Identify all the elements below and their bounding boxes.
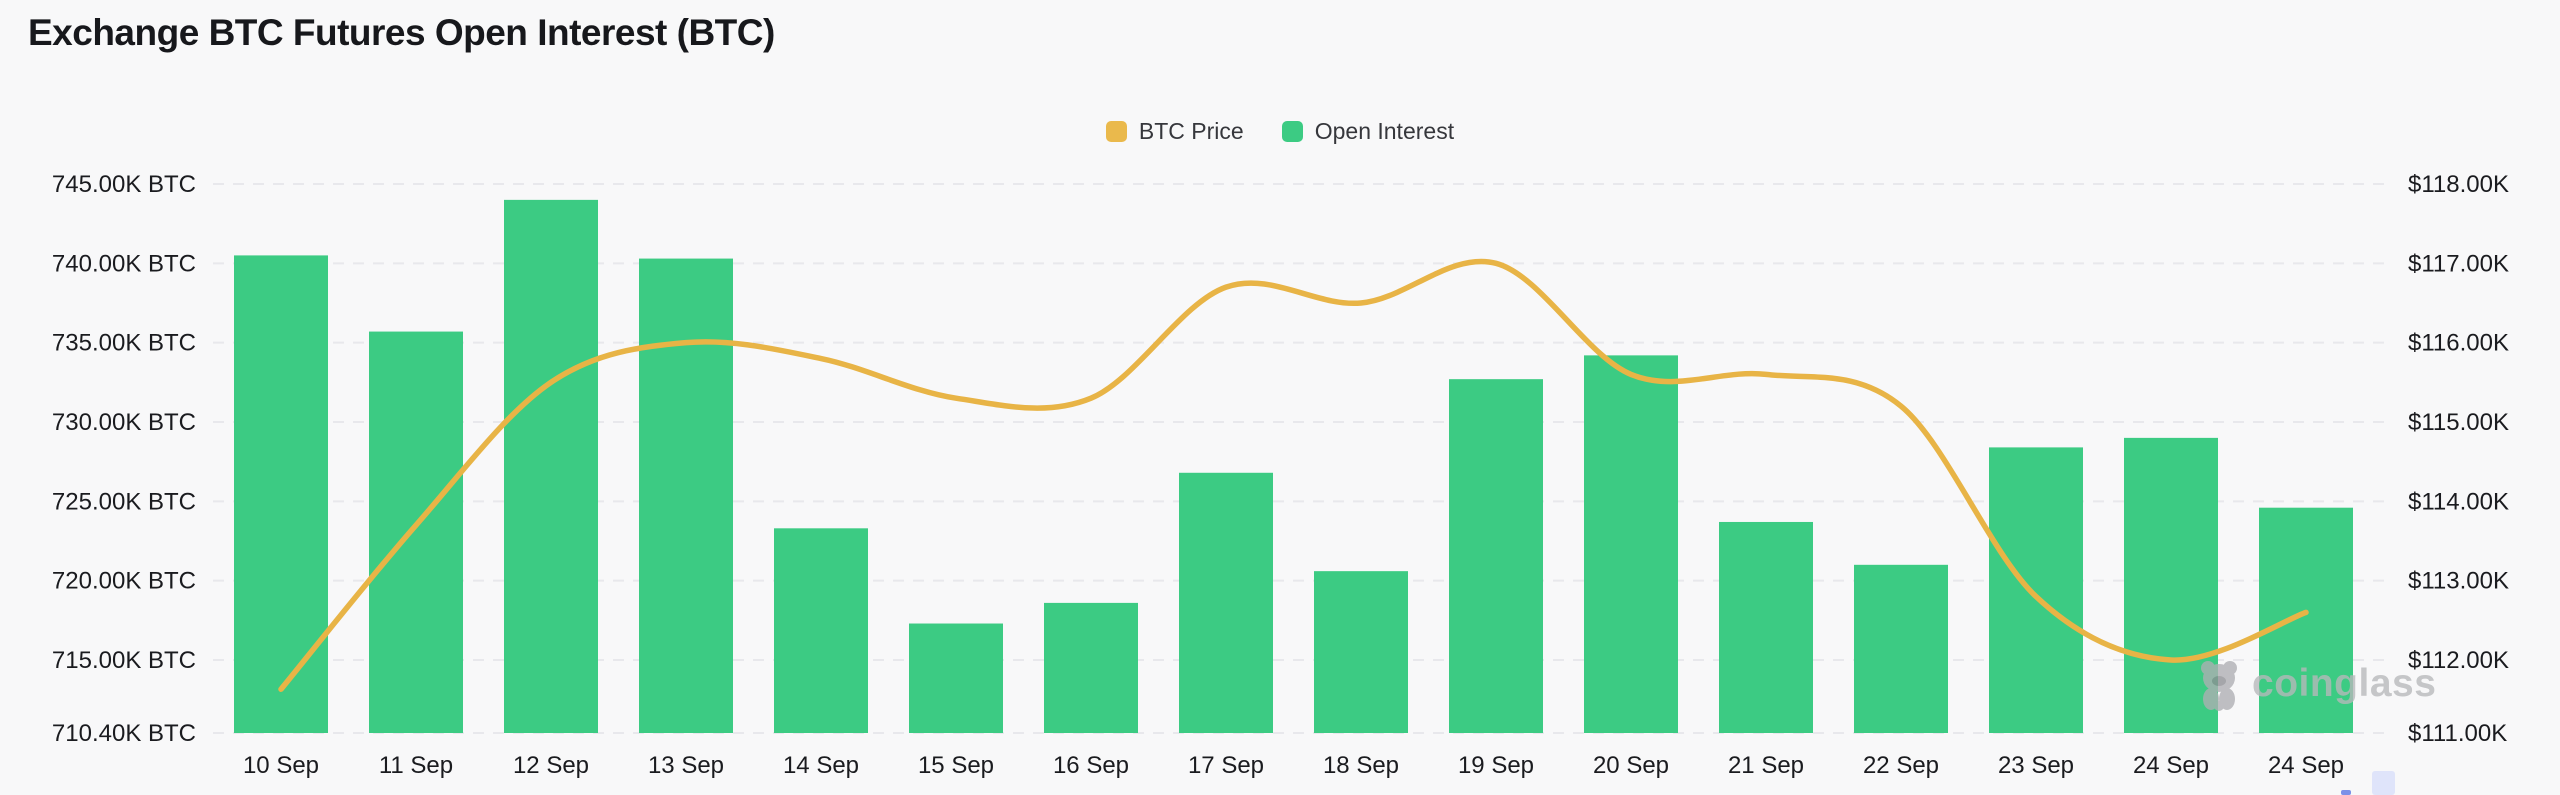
ui-fragment-tick (2341, 790, 2351, 795)
x-axis-label-15: 24 Sep (2268, 752, 2344, 779)
y-axis-right-label-1: $117.00K (2408, 250, 2509, 277)
ui-fragment (2372, 771, 2395, 795)
y-axis-right-label-3: $115.00K (2408, 409, 2509, 436)
btc-price-line[interactable] (278, 258, 2309, 692)
bar-21-sep-11[interactable] (1719, 521, 1813, 733)
bar-24-sep-14[interactable] (2124, 437, 2218, 733)
y-axis-right-label-7: $111.00K (2408, 720, 2507, 747)
x-axis-label-11: 21 Sep (1728, 752, 1804, 779)
x-axis-label-9: 19 Sep (1458, 752, 1534, 779)
bar-17-sep-7[interactable] (1179, 472, 1273, 733)
x-axis-label-12: 22 Sep (1863, 752, 1939, 779)
chart-legend: BTC Price Open Interest (0, 118, 2560, 145)
bar-23-sep-13[interactable] (1989, 447, 2083, 733)
bar-24-sep-15[interactable] (2259, 507, 2353, 733)
y-axis-right-label-4: $114.00K (2408, 488, 2509, 515)
legend-label-open-interest: Open Interest (1314, 118, 1455, 144)
bar-15-sep-5[interactable] (909, 623, 1003, 733)
y-axis-left-label-2: 735.00K BTC (52, 330, 196, 357)
bar-20-sep-10[interactable] (1584, 355, 1678, 733)
bar-13-sep-3[interactable] (639, 258, 733, 733)
y-axis-left-label-6: 715.00K BTC (52, 647, 196, 674)
bar-10-sep-0[interactable] (234, 255, 328, 733)
x-axis-label-0: 10 Sep (243, 752, 319, 779)
legend-item-open-interest[interactable]: Open Interest (1281, 118, 1455, 145)
bar-19-sep-9[interactable] (1449, 379, 1543, 733)
bar-12-sep-2[interactable] (504, 199, 598, 733)
y-axis-left-label-4: 725.00K BTC (52, 488, 196, 515)
y-axis-right-label-6: $112.00K (2408, 647, 2509, 674)
x-axis-label-8: 18 Sep (1323, 752, 1399, 779)
x-axis-label-3: 13 Sep (648, 752, 724, 779)
y-axis-left-label-5: 720.00K BTC (52, 568, 196, 595)
x-axis-label-13: 23 Sep (1998, 752, 2074, 779)
y-axis-left-label-1: 740.00K BTC (52, 250, 196, 277)
x-axis-label-7: 17 Sep (1188, 752, 1264, 779)
y-axis-right-label-2: $116.00K (2408, 330, 2509, 357)
x-axis-label-2: 12 Sep (513, 752, 589, 779)
y-axis-left-label-0: 745.00K BTC (52, 171, 196, 198)
y-axis-left-label-7: 710.40K BTC (52, 720, 196, 747)
btc-price-swatch (1105, 121, 1127, 142)
y-axis-left-label-3: 730.00K BTC (52, 409, 196, 436)
x-axis-label-14: 24 Sep (2133, 752, 2209, 779)
page-title: Exchange BTC Futures Open Interest (BTC) (28, 12, 775, 53)
bar-16-sep-6[interactable] (1044, 602, 1138, 733)
x-axis-label-6: 16 Sep (1053, 752, 1129, 779)
bar-14-sep-4[interactable] (774, 528, 868, 733)
y-axis-right-label-5: $113.00K (2408, 568, 2509, 595)
bar-11-sep-1[interactable] (369, 331, 463, 733)
x-axis-label-5: 15 Sep (918, 752, 994, 779)
legend-label-btc-price: BTC Price (1138, 118, 1244, 144)
x-axis-label-1: 11 Sep (379, 752, 453, 779)
y-axis-right-label-0: $118.00K (2408, 171, 2509, 198)
bar-18-sep-8[interactable] (1314, 571, 1408, 733)
bar-22-sep-12[interactable] (1854, 564, 1948, 733)
x-axis-label-4: 14 Sep (783, 752, 859, 779)
legend-item-btc-price[interactable]: BTC Price (1105, 118, 1244, 145)
open-interest-swatch (1281, 121, 1303, 142)
x-axis-label-10: 20 Sep (1593, 752, 1669, 779)
